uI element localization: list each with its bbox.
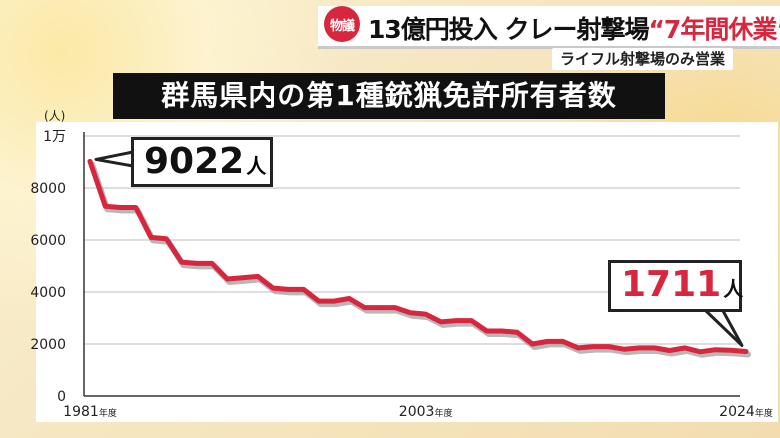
series-layer bbox=[87, 158, 751, 358]
headline-main: 13億円投入 クレー射撃場 bbox=[368, 15, 649, 44]
headline-banner bbox=[318, 6, 780, 49]
x-tick-suffix: 年度 bbox=[434, 407, 452, 419]
headline-highlight: “7年間休業” bbox=[648, 15, 780, 44]
start-value: 9022 bbox=[144, 141, 245, 182]
x-tick-year: 2024 bbox=[719, 404, 755, 420]
subhead: ライフル射撃場のみ営業 bbox=[552, 48, 734, 70]
grid bbox=[84, 135, 740, 345]
x-tick-suffix: 年度 bbox=[99, 407, 117, 419]
x-tick-suffix: 年度 bbox=[755, 407, 773, 419]
x-tick-label-1981: 1981年度 bbox=[63, 404, 117, 420]
end-value: 1711 bbox=[621, 264, 722, 305]
x-tick-year: 2003 bbox=[399, 404, 435, 420]
y-axis-unit-label: (人) bbox=[44, 109, 65, 123]
headline: 13億円投入 クレー射撃場“7年間休業” bbox=[368, 10, 780, 46]
chart-title: 群馬県内の第1種銃猟免許所有者数 bbox=[113, 73, 665, 119]
y-tick-label-2000: 2000 bbox=[30, 337, 66, 353]
start-callout-tail bbox=[94, 150, 135, 168]
topic-badge: 物議 bbox=[324, 6, 360, 42]
y-tick-label-0: 0 bbox=[57, 389, 66, 405]
x-tick-year: 1981 bbox=[63, 404, 99, 420]
y-tick-label-10000: 1万 bbox=[43, 129, 66, 145]
x-tick-label-2003: 2003年度 bbox=[399, 404, 453, 420]
start-unit: 人 bbox=[246, 154, 267, 178]
start-value-callout: 9022 人 bbox=[131, 137, 273, 187]
y-tick-label-8000: 8000 bbox=[30, 181, 66, 197]
x-tick-label-2024: 2024年度 bbox=[719, 404, 773, 420]
end-value-callout: 1711 人 bbox=[608, 260, 744, 312]
series-line bbox=[87, 158, 749, 355]
y-tick-label-6000: 6000 bbox=[30, 233, 66, 249]
y-tick-label-4000: 4000 bbox=[30, 285, 66, 301]
end-unit: 人 bbox=[723, 277, 744, 301]
end-callout-tail bbox=[702, 307, 744, 348]
series-shadow bbox=[89, 161, 751, 358]
